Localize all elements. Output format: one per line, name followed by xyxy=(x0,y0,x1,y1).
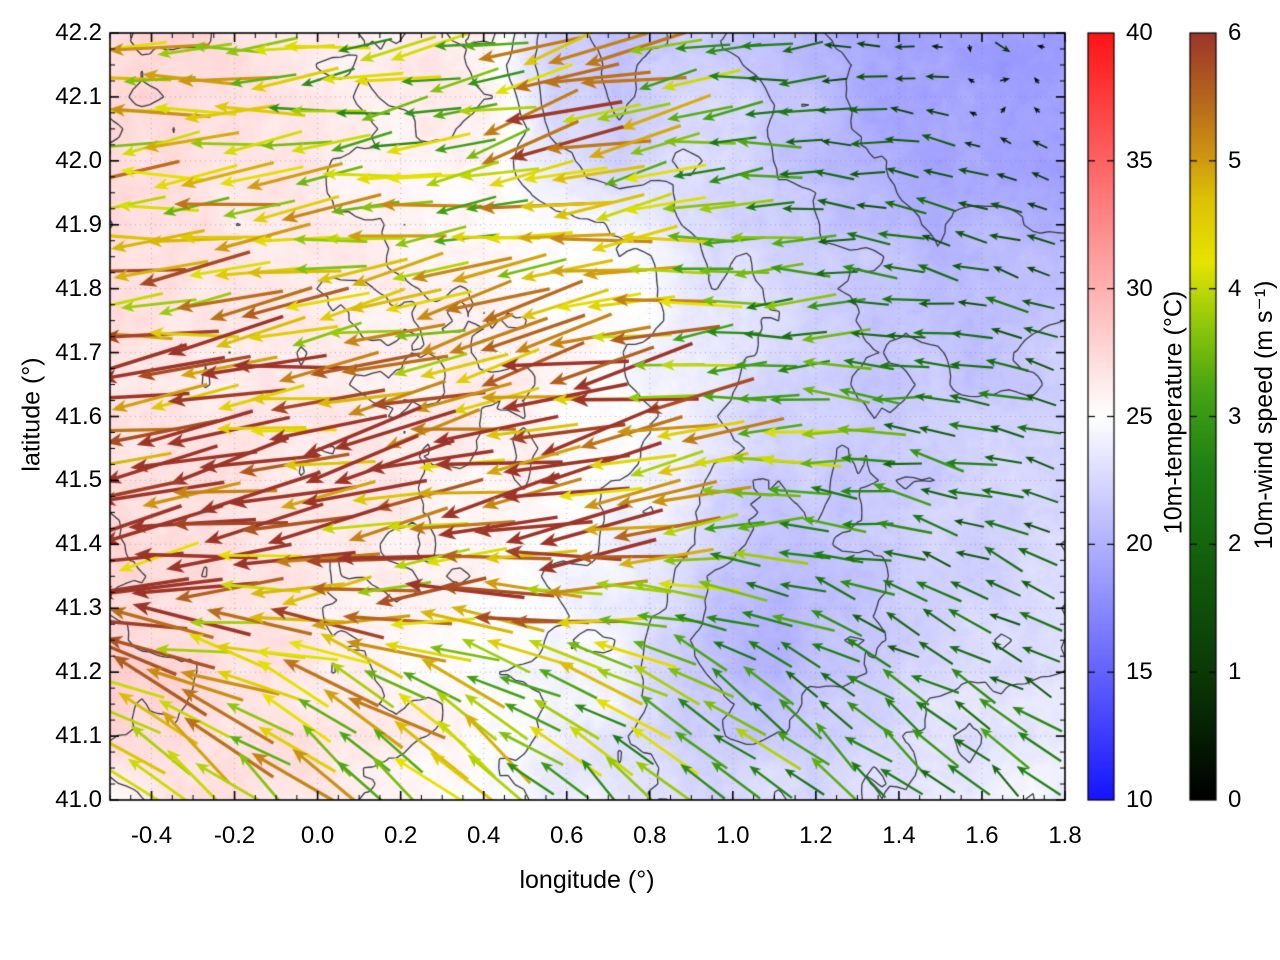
temperature-colorbar-tick-label: 30 xyxy=(1126,274,1153,302)
temperature-colorbar-tick-label: 15 xyxy=(1126,658,1153,686)
temperature-colorbar-tick-label: 25 xyxy=(1126,402,1153,430)
y-tick-label: 41.2 xyxy=(55,658,102,686)
x-tick-label: -0.4 xyxy=(130,822,173,849)
temperature-colorbar-tick-label: 35 xyxy=(1126,146,1153,174)
x-axis-title: longitude (°) xyxy=(519,866,655,894)
x-tick-label: 0.8 xyxy=(633,822,667,849)
temperature-colorbar-tick-label: 10 xyxy=(1126,786,1153,813)
y-tick-label: 41.1 xyxy=(55,722,102,750)
y-tick-label: 41.0 xyxy=(55,786,102,813)
y-tick-label: 41.7 xyxy=(55,338,102,366)
x-tick-label: 1.0 xyxy=(716,822,750,849)
wind-speed-colorbar-tick-label: 5 xyxy=(1228,146,1242,174)
x-tick-label: 0.0 xyxy=(300,822,335,849)
y-tick-label: 42.1 xyxy=(55,82,102,110)
y-tick-label: 41.4 xyxy=(55,530,102,558)
x-tick-label: 0.4 xyxy=(467,822,501,849)
x-tick-label: 1.8 xyxy=(1048,822,1082,849)
y-tick-label: 42.0 xyxy=(55,146,102,174)
wind-speed-colorbar-tick-label: 0 xyxy=(1228,786,1242,813)
wind-speed-colorbar-tick-label: 3 xyxy=(1228,402,1242,430)
y-tick-label: 41.3 xyxy=(55,594,102,622)
y-axis-title: latitude (°) xyxy=(17,357,46,472)
x-tick-label: 1.2 xyxy=(799,822,833,849)
temperature-colorbar-tick-label: 20 xyxy=(1126,530,1153,558)
y-tick-label: 42.2 xyxy=(55,19,102,46)
temperature-colorbar-tick-label: 40 xyxy=(1126,19,1153,46)
x-tick-label: 1.4 xyxy=(882,822,916,849)
y-tick-label: 41.8 xyxy=(55,274,102,302)
y-tick-label: 41.5 xyxy=(55,466,102,494)
wind-speed-colorbar-tick-label: 2 xyxy=(1228,530,1242,558)
x-tick-label: 0.6 xyxy=(550,822,584,849)
x-tick-label: 0.2 xyxy=(383,822,418,849)
wind-speed-colorbar-title: 10m-wind speed (m s⁻¹) xyxy=(1250,280,1278,550)
wind-speed-colorbar-tick-label: 1 xyxy=(1228,658,1242,686)
temperature-colorbar-title: 10m-temperature (°C) xyxy=(1159,290,1188,535)
x-tick-label: 1.6 xyxy=(965,822,999,849)
wind-speed-colorbar-tick-label: 6 xyxy=(1228,19,1242,46)
x-tick-label: -0.2 xyxy=(213,822,256,849)
wind-speed-colorbar-tick-label: 4 xyxy=(1228,274,1242,302)
y-tick-label: 41.6 xyxy=(55,402,102,430)
y-tick-label: 41.9 xyxy=(55,210,102,238)
